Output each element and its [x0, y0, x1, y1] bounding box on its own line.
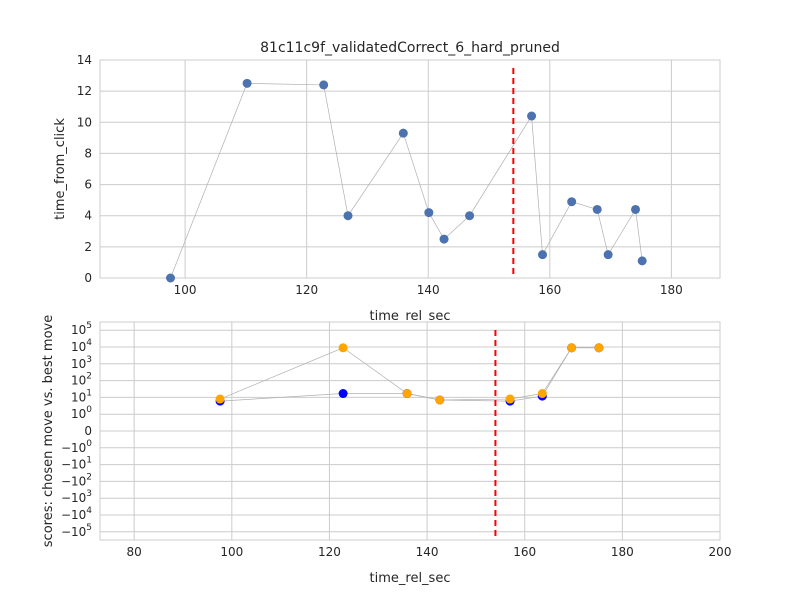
bottom-x-tick-labels: 80 100 120 140 160 180 200 — [127, 545, 732, 559]
bottom-data-point-best — [402, 389, 412, 399]
top-x-tick: 180 — [660, 283, 683, 297]
bottom-y-tick: −102 — [61, 472, 92, 488]
bottom-chart: 80 100 120 140 160 180 200 1051041031021011000… — [41, 315, 731, 586]
top-y-tick: 8 — [84, 146, 92, 160]
top-grid — [100, 59, 720, 279]
bottom-y-tick: 105 — [71, 321, 92, 337]
top-y-tick: 12 — [77, 84, 92, 98]
bottom-y-tick: 0 — [84, 424, 92, 438]
bottom-data-point-best — [537, 389, 547, 399]
bottom-data-point-best — [338, 343, 348, 353]
top-y-tick: 10 — [77, 115, 92, 129]
top-data-point — [343, 211, 353, 221]
top-data-point — [637, 256, 647, 266]
bottom-data-point-best — [567, 343, 577, 353]
top-data-point — [603, 250, 613, 260]
bottom-x-tick: 160 — [513, 545, 536, 559]
top-data-point — [166, 273, 176, 283]
top-y-tick: 6 — [84, 178, 92, 192]
top-y-tick: 0 — [84, 271, 92, 285]
bottom-data-point-best — [215, 394, 225, 404]
top-data-point — [592, 204, 602, 214]
bottom-y-tick: 101 — [71, 388, 92, 404]
top-chart: 81c11c9f_validatedCorrect_6_hard_pruned … — [53, 40, 721, 324]
top-data-point — [538, 250, 548, 260]
bottom-y-tick: −100 — [61, 439, 92, 455]
top-y-tick: 14 — [77, 53, 92, 67]
bottom-y-axis-label: scores: chosen move vs. best move — [41, 315, 56, 547]
top-plot-area — [99, 59, 721, 279]
top-data-point — [242, 78, 252, 88]
bottom-data-point-best — [594, 343, 604, 353]
bottom-y-tick: −101 — [61, 456, 92, 472]
top-data-point — [439, 234, 449, 244]
top-data-point — [319, 80, 329, 90]
bottom-series-line-best — [219, 347, 599, 401]
bottom-data-point-chosen — [338, 389, 348, 399]
top-y-tick: 4 — [84, 209, 92, 223]
bottom-data-point-best — [435, 395, 445, 405]
bottom-x-tick: 140 — [416, 545, 439, 559]
bottom-x-tick: 120 — [318, 545, 341, 559]
bottom-data-point-best — [505, 394, 515, 404]
top-y-axis-label: time_from_click — [53, 118, 68, 220]
bottom-x-tick: 200 — [709, 545, 732, 559]
bottom-grid — [100, 322, 720, 540]
bottom-y-tick: −104 — [61, 506, 92, 522]
top-data-point — [465, 211, 475, 221]
top-x-tick: 100 — [174, 283, 197, 297]
top-data-point — [631, 204, 641, 214]
top-data-point — [567, 197, 577, 207]
bottom-y-tick: 104 — [71, 338, 92, 354]
bottom-y-tick: 102 — [71, 372, 92, 388]
top-x-axis-label: time_rel_sec — [370, 309, 451, 324]
top-data-point — [424, 208, 434, 218]
bottom-y-tick: −103 — [61, 489, 92, 505]
top-y-tick-labels: 0 2 4 6 8 10 12 14 — [77, 53, 92, 285]
bottom-x-tick: 100 — [220, 545, 243, 559]
bottom-x-axis-label: time_rel_sec — [370, 571, 451, 586]
bottom-y-tick: 103 — [71, 355, 92, 371]
bottom-points — [215, 343, 604, 406]
bottom-x-tick: 80 — [127, 545, 142, 559]
top-x-tick: 140 — [417, 283, 440, 297]
top-y-tick: 2 — [84, 240, 92, 254]
top-x-tick: 120 — [295, 283, 318, 297]
top-data-point — [527, 111, 537, 121]
top-chart-title: 81c11c9f_validatedCorrect_6_hard_pruned — [260, 40, 560, 56]
bottom-y-tick: −105 — [61, 523, 92, 539]
top-points — [166, 78, 647, 283]
bottom-x-tick: 180 — [611, 545, 634, 559]
bottom-y-tick: 100 — [71, 405, 92, 421]
top-x-tick: 160 — [538, 283, 561, 297]
top-x-tick-labels: 100 120 140 160 180 — [174, 283, 683, 297]
top-data-point — [398, 128, 408, 138]
bottom-connector-lines — [219, 347, 599, 402]
